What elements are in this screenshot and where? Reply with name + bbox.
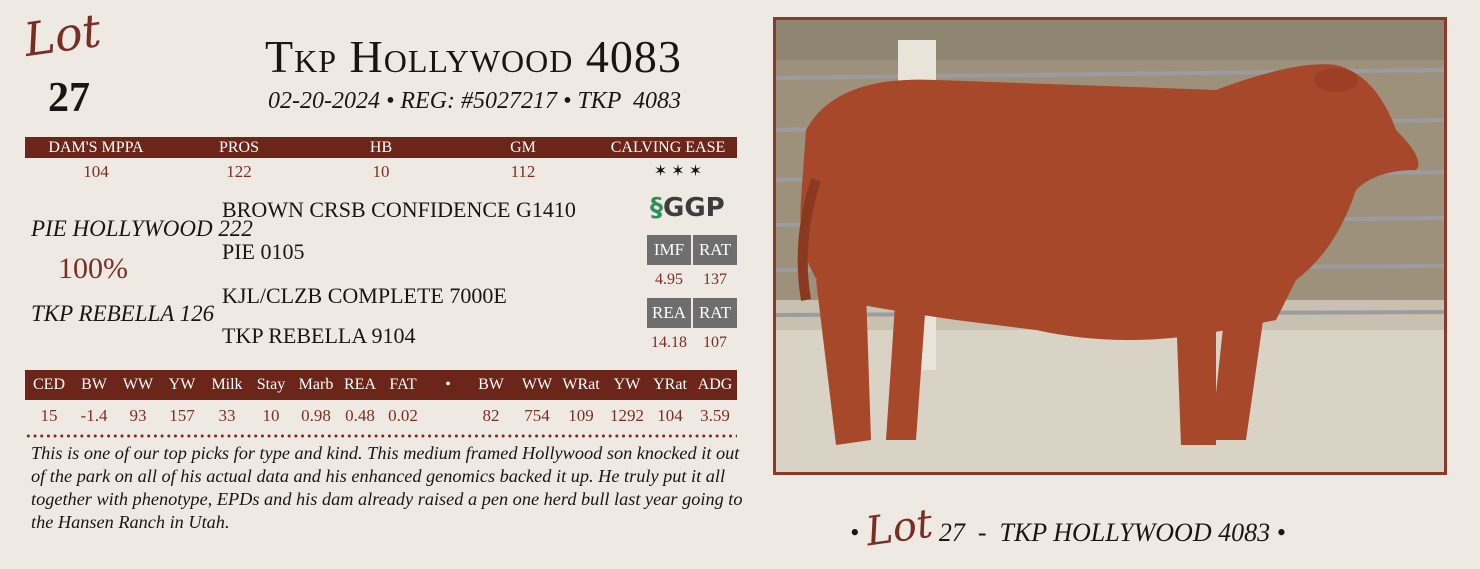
epd-header-separator: •: [445, 376, 451, 393]
value-dams-mppa: 104: [83, 162, 109, 181]
page-title: Tkp Hollywood 4083: [265, 31, 682, 82]
calving-ease-stars: ✶ ✶ ✶: [653, 163, 703, 180]
epd-header: Marb: [298, 376, 334, 393]
epd-header: BW: [478, 376, 504, 393]
epd-header-bar: CED BW WW YW Milk Stay Marb REA FAT • BW…: [25, 370, 737, 400]
epd-header: YW: [613, 376, 641, 393]
rea-rat-label: RAT: [693, 298, 737, 328]
birth-date: 02-20-2024: [268, 88, 380, 114]
epd-header: Stay: [256, 376, 286, 393]
epd-value: 109: [568, 406, 594, 425]
epd-header: REA: [344, 376, 376, 393]
imf-value: 4.95: [655, 271, 683, 288]
photo-caption: • Lot 27 - TKP HOLLYWOOD 4083 •: [850, 501, 1286, 556]
bull: [800, 64, 1419, 445]
value-gm: 112: [510, 162, 536, 181]
caption-text: 27 - TKP HOLLYWOOD 4083: [938, 518, 1271, 547]
value-hb: 10: [372, 162, 390, 181]
epd-value: 0.02: [388, 406, 418, 425]
dna-helix-icon: §: [650, 193, 663, 223]
epd-header: FAT: [389, 376, 417, 393]
index-values-row: 104 122 10 112 ✶ ✶ ✶: [25, 161, 737, 183]
tattoo: TKP 4083: [577, 88, 682, 114]
epd-header: YW: [168, 376, 196, 393]
header-dams-mppa: DAM'S MPPA: [48, 139, 144, 156]
subtitle: 02-20-2024 • REG: #5027217 • TKP 4083: [268, 88, 681, 115]
sire: PIE HOLLYWOOD 222: [31, 216, 253, 241]
bullet: •: [1276, 518, 1286, 547]
epd-value: 0.98: [301, 406, 331, 425]
header-calving-ease: CALVING EASE: [610, 139, 726, 156]
epd-value: 1292: [610, 406, 644, 425]
epd-value: 104: [657, 406, 683, 425]
imf-label: IMF: [647, 235, 691, 265]
header-hb: HB: [369, 139, 393, 156]
epd-value: 157: [169, 406, 195, 425]
separator: •: [563, 88, 572, 114]
registration-number: REG: #5027217: [400, 88, 558, 114]
description: This is one of our top picks for type an…: [31, 443, 743, 532]
sire-dam: PIE 0105: [222, 239, 305, 264]
dam-dam: TKP REBELLA 9104: [222, 323, 416, 348]
epd-header: BW: [81, 376, 107, 393]
sire-sire: BROWN CRSB CONFIDENCE G1410: [222, 197, 576, 222]
epd-value: 93: [129, 406, 147, 425]
header-pros: PROS: [218, 139, 260, 156]
epd-value: 754: [524, 406, 550, 425]
epd-header: YRat: [653, 376, 687, 393]
rea-value: 14.18: [651, 334, 687, 351]
epd-value: 3.59: [700, 406, 730, 425]
imf-rat-label: RAT: [693, 235, 737, 265]
epd-values-row: 15 -1.4 93 157 33 10 0.98 0.48 0.02 82 7…: [25, 405, 737, 427]
value-pros: 122: [226, 162, 252, 181]
index-header-bar: DAM'S MPPA PROS HB GM CALVING EASE: [25, 137, 737, 158]
ggp-logo-text: GGP: [663, 193, 725, 223]
bull-photo: [773, 17, 1447, 475]
epd-header: Milk: [211, 376, 243, 393]
bullet: •: [850, 518, 860, 547]
lot-script-logo: Lot: [862, 500, 936, 556]
lot-script-logo: Lot: [20, 2, 105, 68]
rea-rat-value: 107: [703, 334, 727, 351]
epd-value: 82: [482, 406, 500, 425]
epd-header: WW: [521, 376, 553, 393]
separator: •: [385, 88, 395, 114]
lot-number: 27: [48, 75, 90, 121]
epd-value: 10: [262, 406, 280, 425]
dam-sire: KJL/CLZB COMPLETE 7000E: [222, 283, 507, 308]
percentage: 100%: [58, 252, 128, 285]
epd-header: ADG: [697, 376, 733, 393]
bull-image: [776, 20, 1444, 472]
epd-value: 33: [218, 406, 236, 425]
ggp-logo: §GGP: [650, 193, 725, 223]
epd-header: CED: [33, 376, 65, 393]
epd-header: WRat: [562, 376, 600, 393]
epd-value: -1.4: [80, 406, 108, 425]
epd-value: 15: [40, 406, 58, 425]
epd-value: 0.48: [345, 406, 375, 425]
epd-header: WW: [122, 376, 154, 393]
header-gm: GM: [510, 139, 536, 156]
imf-rat-value: 137: [703, 271, 727, 288]
rea-label: REA: [647, 298, 691, 328]
dotted-divider: [25, 434, 737, 438]
dam: TKP REBELLA 126: [31, 301, 215, 326]
